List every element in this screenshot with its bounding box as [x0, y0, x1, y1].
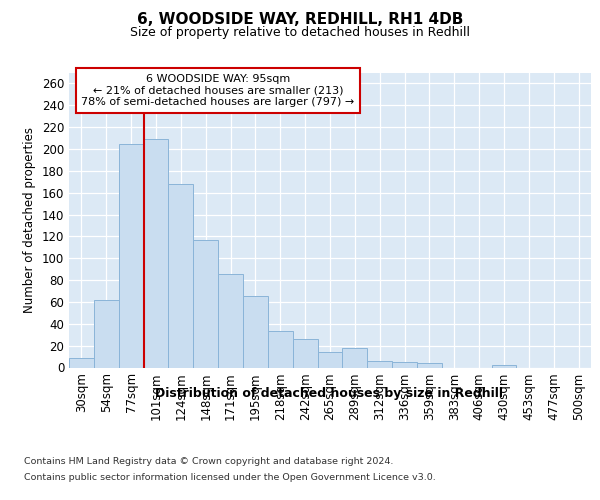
Bar — [69, 358, 94, 368]
Text: Size of property relative to detached houses in Redhill: Size of property relative to detached ho… — [130, 26, 470, 39]
Bar — [143, 139, 169, 368]
Bar — [392, 362, 417, 368]
Y-axis label: Number of detached properties: Number of detached properties — [23, 127, 36, 313]
Bar — [268, 332, 293, 368]
Text: Contains HM Land Registry data © Crown copyright and database right 2024.: Contains HM Land Registry data © Crown c… — [24, 458, 394, 466]
Bar — [417, 363, 442, 368]
Text: Distribution of detached houses by size in Redhill: Distribution of detached houses by size … — [155, 388, 503, 400]
Text: 6, WOODSIDE WAY, REDHILL, RH1 4DB: 6, WOODSIDE WAY, REDHILL, RH1 4DB — [137, 12, 463, 28]
Bar — [193, 240, 218, 368]
Bar — [119, 144, 143, 368]
Bar — [367, 361, 392, 368]
Bar — [293, 339, 317, 368]
Bar — [218, 274, 243, 368]
Text: Contains public sector information licensed under the Open Government Licence v3: Contains public sector information licen… — [24, 472, 436, 482]
Bar — [317, 352, 343, 368]
Bar — [94, 300, 119, 368]
Bar — [491, 366, 517, 368]
Bar — [169, 184, 193, 368]
Bar — [243, 296, 268, 368]
Text: 6 WOODSIDE WAY: 95sqm
← 21% of detached houses are smaller (213)
78% of semi-det: 6 WOODSIDE WAY: 95sqm ← 21% of detached … — [81, 74, 355, 107]
Bar — [343, 348, 367, 368]
